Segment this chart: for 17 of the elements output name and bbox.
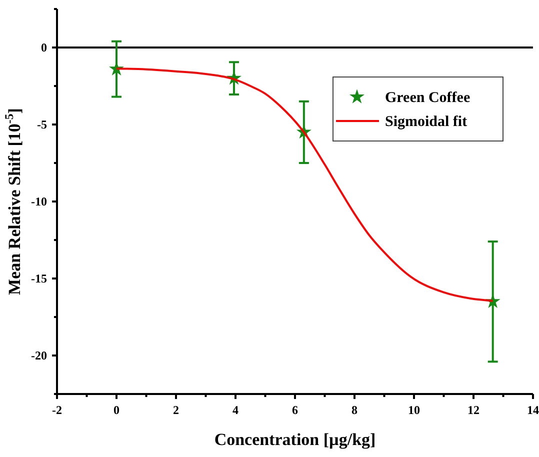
x-tick-label: 10 — [408, 403, 420, 417]
y-tick-label: 0 — [41, 40, 47, 54]
legend-label: Green Coffee — [385, 90, 470, 106]
x-tick-label: 2 — [173, 403, 179, 417]
x-tick-label: 0 — [114, 403, 120, 417]
y-tick-label: -10 — [31, 194, 47, 208]
x-tick-label: 6 — [292, 403, 298, 417]
y-tick-label: -15 — [31, 272, 47, 286]
x-tick-label: 12 — [468, 403, 480, 417]
y-tick-label: -20 — [31, 348, 47, 362]
x-tick-label: 4 — [232, 403, 238, 417]
x-tick-label: -2 — [52, 403, 62, 417]
x-tick-label: 14 — [527, 403, 539, 417]
x-tick-label: 8 — [352, 403, 358, 417]
x-axis-title: Concentration [µg/kg] — [214, 430, 376, 449]
y-tick-label: -5 — [37, 118, 47, 132]
legend-label: Sigmoidal fit — [385, 114, 468, 130]
